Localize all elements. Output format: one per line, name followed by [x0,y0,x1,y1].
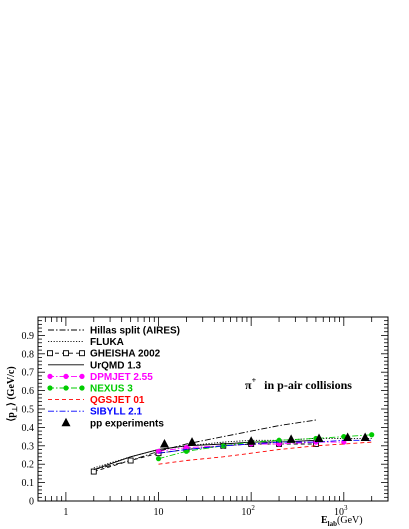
series-line [93,437,372,469]
y-axis-label: ⟨p⊥⟩ (GeV/c) [6,366,19,421]
series-8 [158,439,372,454]
legend-marker [63,350,69,357]
legend-marker [47,373,53,379]
y-tick-label: 0.1 [22,478,35,489]
data-point [286,434,296,443]
series-line [158,439,372,454]
legend-label: NEXUS 3 [90,384,133,395]
data-point [220,443,226,449]
data-point [369,432,375,438]
series-7 [158,441,372,465]
legend-label: Hillas split (AIRES) [90,326,180,337]
series-line [158,441,372,465]
y-tick-label: 0.8 [22,349,35,360]
series-line [158,434,372,460]
data-point [276,437,282,443]
data-point [183,445,190,451]
legend-label: UrQMD 1.3 [90,360,142,371]
legend-marker [47,350,53,357]
legend-label: QGSJET 01 [90,395,145,406]
series-9 [159,432,370,448]
x-tick-label: 10 [154,507,164,518]
data-point [343,432,353,442]
data-point [314,433,324,442]
y-tick-label: 0 [29,497,34,508]
y-tick-label: 0.3 [22,441,35,452]
legend-marker [79,373,85,379]
data-point [246,436,256,445]
y-tick-label: 0.7 [22,368,35,379]
legend-label: pp experiments [90,418,164,429]
legend-entry: NEXUS 3 [47,384,133,395]
series-layer [90,419,375,475]
legend-entry: SIBYLL 2.1 [48,407,142,418]
legend-entry: Hillas split (AIRES) [48,326,180,337]
legend-marker [79,385,85,391]
legend-marker [63,373,69,379]
annotation: π+ in p-air collisions [245,376,352,392]
legend-entry: pp experiments [61,417,164,429]
series-line [93,439,316,471]
legend-marker [61,417,71,427]
x-tick-label: 103 [334,504,348,518]
legend-entry: UrQMD 1.3 [48,360,142,371]
y-tick-label: 0.9 [22,331,35,342]
legend-label: FLUKA [90,337,124,348]
data-point [155,456,162,462]
legend-label: DPMJET 2.55 [90,372,153,383]
y-tick-label: 0.6 [22,386,35,397]
data-point [360,432,370,442]
series-4 [93,439,316,471]
data-point [276,441,282,447]
data-point [159,438,169,448]
legend-entry: FLUKA [48,337,124,348]
y-tick-label: 0.4 [22,423,35,434]
x-tick-label: 102 [241,504,255,518]
legend-entry: DPMJET 2.55 [47,372,153,383]
legend-label: SIBYLL 2.1 [90,407,142,418]
legend-marker [79,350,85,357]
axis-ticks: 0 0.1 0.2 0.3 0.4 0.5 0.6 0.7 0.8 0.9 1 10 102 103 [22,316,389,518]
legend-marker [63,385,69,391]
legend-entry: GHEISHA 2002 [47,349,161,360]
legend-entry: QGSJET 01 [48,395,145,406]
x-axis-label: Elab(GeV) [321,515,363,528]
x-tick-label: 1 [63,507,68,518]
data-point [127,457,134,464]
legend-marker [47,385,53,391]
series-2 [93,437,372,469]
legend-label: GHEISHA 2002 [90,349,161,360]
data-point [187,437,197,446]
y-tick-label: 0.2 [22,460,35,471]
data-point [90,468,97,475]
y-tick-label: 0.5 [22,405,35,416]
